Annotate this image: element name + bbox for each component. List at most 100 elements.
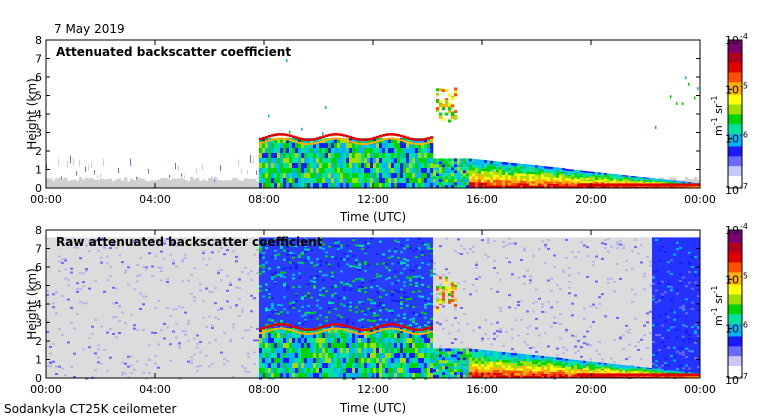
noise-cell xyxy=(250,310,254,313)
boundary-layer-cell xyxy=(472,173,476,177)
boundary-layer-cell xyxy=(358,368,362,373)
noise-cell xyxy=(418,278,422,281)
boundary-layer-cell xyxy=(502,359,506,363)
boundary-layer-cell xyxy=(409,373,413,378)
cloud-cell xyxy=(364,143,368,145)
boundary-layer-cell xyxy=(448,369,452,373)
cloud-cell xyxy=(418,143,422,145)
boundary-layer-cell xyxy=(379,178,383,183)
boundary-layer-cell xyxy=(478,375,482,379)
noise-cell xyxy=(334,244,338,247)
boundary-layer-cell xyxy=(379,168,383,173)
boundary-layer-cell xyxy=(409,343,413,348)
boundary-layer-cell xyxy=(385,358,389,363)
boundary-layer-cell xyxy=(382,163,386,168)
boundary-layer-cell xyxy=(271,343,275,348)
boundary-layer-cell xyxy=(448,185,452,188)
noise-cell xyxy=(100,362,104,365)
boundary-layer-cell xyxy=(391,153,395,158)
noise-cell xyxy=(364,250,368,253)
noise-cell xyxy=(58,178,62,188)
noise-cell xyxy=(247,352,251,355)
noise-cell xyxy=(274,275,278,278)
boundary-layer-cell xyxy=(352,163,356,168)
boundary-layer-cell xyxy=(535,362,539,365)
boundary-layer-cell xyxy=(412,363,416,368)
boundary-layer-cell xyxy=(586,186,590,188)
boundary-layer-cell xyxy=(361,153,365,158)
noise-cell xyxy=(166,326,170,329)
noise-cell xyxy=(427,302,431,305)
boundary-layer-cell xyxy=(472,372,476,376)
noise-cell xyxy=(139,178,143,188)
noise-cell xyxy=(316,237,320,378)
boundary-layer-cell xyxy=(544,177,548,180)
boundary-layer-cell xyxy=(505,367,509,371)
noise-cell xyxy=(526,237,530,378)
boundary-layer-cell xyxy=(532,371,536,374)
boundary-layer-cell xyxy=(262,338,266,343)
boundary-layer-cell xyxy=(571,366,575,369)
noise-cell xyxy=(286,237,290,378)
boundary-layer-cell xyxy=(655,179,659,181)
boundary-layer-cell xyxy=(622,176,626,178)
noise-cell xyxy=(592,260,596,263)
noise-cell xyxy=(280,237,284,378)
boundary-layer-cell xyxy=(343,173,347,178)
noise-cell xyxy=(292,262,296,265)
boundary-layer-cell xyxy=(604,369,608,371)
noise-cell xyxy=(169,343,173,346)
boundary-layer-cell xyxy=(337,343,341,348)
boundary-layer-cell xyxy=(493,359,497,362)
boundary-layer-cell xyxy=(526,356,530,360)
boundary-layer-cell xyxy=(535,172,539,175)
noise-cell xyxy=(403,262,407,264)
noise-cell xyxy=(85,302,89,305)
aerosol-cell xyxy=(448,119,452,123)
boundary-layer-cell xyxy=(361,168,365,173)
boundary-layer-cell xyxy=(406,148,410,153)
noise-cell xyxy=(223,331,227,334)
boundary-layer-cell xyxy=(409,148,413,153)
boundary-layer-cell xyxy=(487,369,491,373)
boundary-layer-cell xyxy=(307,373,311,378)
noise-cell xyxy=(508,237,512,240)
noise-cell xyxy=(313,285,317,288)
noise-cell xyxy=(463,280,467,283)
noise-cell xyxy=(280,271,284,274)
boundary-layer-cell xyxy=(424,328,428,334)
boundary-layer-cell xyxy=(355,158,359,163)
boundary-layer-cell xyxy=(418,358,422,363)
boundary-layer-cell xyxy=(406,368,410,373)
boundary-layer-cell xyxy=(274,358,278,363)
noise-cell xyxy=(457,329,461,332)
boundary-layer-cell xyxy=(634,177,638,179)
boundary-layer-cell xyxy=(577,365,581,368)
cloud-cell xyxy=(382,328,386,331)
boundary-layer-cell xyxy=(283,168,287,173)
noise-cell xyxy=(280,321,284,324)
boundary-layer-cell xyxy=(589,178,593,180)
noise-cell xyxy=(595,306,599,309)
cloud-cell xyxy=(424,142,428,145)
boundary-layer-cell xyxy=(358,338,362,343)
boundary-layer-cell xyxy=(451,375,455,378)
noise-cell xyxy=(310,242,314,245)
noise-cell xyxy=(397,241,401,243)
boundary-layer-cell xyxy=(505,362,509,366)
boundary-layer-cell xyxy=(622,178,626,181)
boundary-layer-cell xyxy=(526,164,530,167)
aerosol-cell xyxy=(451,290,455,294)
noise-cell xyxy=(418,237,422,240)
noise-cell xyxy=(304,237,308,378)
boundary-layer-cell xyxy=(412,153,416,158)
noise-cell xyxy=(49,362,53,364)
boundary-layer-cell xyxy=(607,180,611,183)
cloud-cell xyxy=(343,134,347,137)
boundary-layer-cell xyxy=(547,373,551,376)
boundary-layer-cell xyxy=(361,338,365,343)
noise-cell xyxy=(91,237,95,378)
boundary-layer-cell xyxy=(589,176,593,179)
boundary-layer-cell xyxy=(355,368,359,373)
cloud-cell xyxy=(262,326,266,330)
